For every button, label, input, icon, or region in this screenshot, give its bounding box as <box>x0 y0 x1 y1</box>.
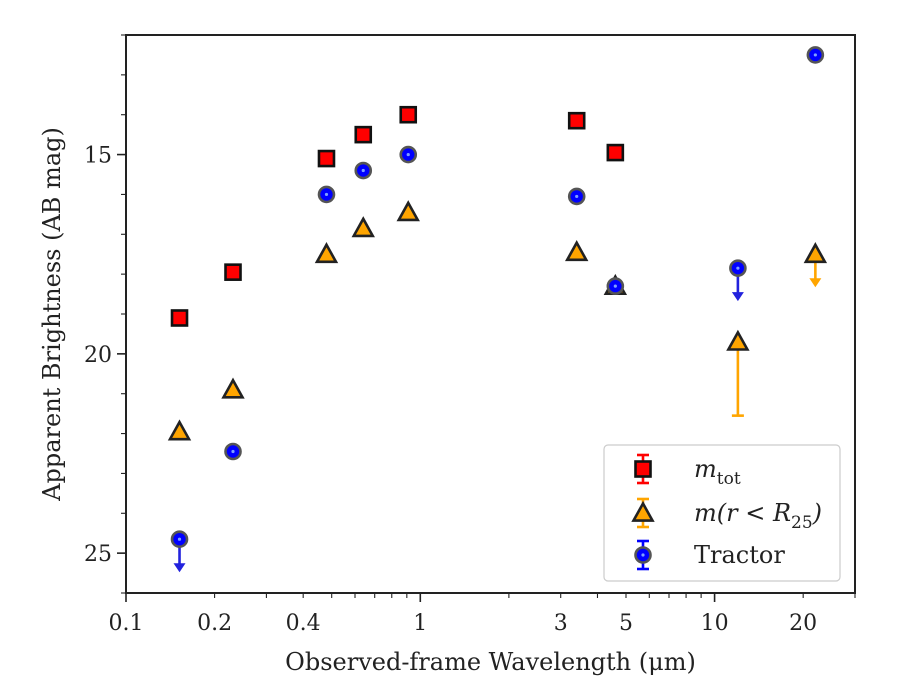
y-tick-label: 25 <box>84 542 112 567</box>
circle-marker-center <box>613 284 617 288</box>
data-points <box>167 46 828 548</box>
triangle-marker <box>167 419 192 441</box>
triangle-marker <box>314 242 339 264</box>
square-marker <box>317 149 336 168</box>
x-tick-label: 0.1 <box>109 611 144 636</box>
triangle-marker <box>351 216 375 238</box>
circle-marker-center <box>361 168 365 173</box>
x-tick-label: 0.2 <box>197 611 232 636</box>
x-tick-label: 1 <box>413 611 427 636</box>
square-marker <box>634 460 652 478</box>
legend: mtot m(r < R25) Tractor <box>603 444 841 582</box>
legend-box <box>603 444 841 582</box>
circle-marker-center <box>575 194 579 199</box>
triangle-marker <box>803 242 828 264</box>
square-marker <box>354 125 373 144</box>
circle-marker-center <box>231 449 235 454</box>
upper-limit-arrow-head <box>731 292 744 302</box>
square-marker <box>606 143 625 162</box>
x-tick-label: 0.4 <box>286 611 321 636</box>
x-axis-label: Observed-frame Wavelength (μm) <box>285 648 696 676</box>
y-tick-label: 15 <box>84 144 112 169</box>
triangle-marker <box>726 329 750 351</box>
x-tick-labels: 0.1 0.2 0.4 1 3 5 10 20 <box>109 611 818 636</box>
triangle-marker <box>221 377 245 399</box>
circle-marker-center <box>813 53 817 57</box>
circle-marker-center <box>324 192 329 197</box>
x-tick-label: 3 <box>554 611 568 636</box>
square-marker <box>399 105 418 124</box>
y-tick-label: 20 <box>84 343 112 368</box>
y-tick-labels: 15 20 25 <box>84 144 112 568</box>
x-tick-label: 10 <box>701 611 729 636</box>
y-axis-label: Apparent Brightness (AB mag) <box>38 127 66 502</box>
triangle-marker <box>631 500 655 522</box>
circle-marker-center <box>641 553 645 557</box>
circle-marker-center <box>736 266 740 270</box>
legend-label: mtot <box>694 455 741 489</box>
triangle-marker <box>564 240 589 262</box>
legend-label-tractor: Tractor <box>694 541 785 569</box>
square-marker <box>170 309 189 327</box>
circle-marker-center <box>177 537 182 541</box>
square-marker <box>567 111 586 130</box>
upper-limit-arrow-head <box>809 278 822 288</box>
circle-marker-center <box>406 152 410 157</box>
square-marker <box>224 263 242 281</box>
legend-label: m(r < R25) <box>694 499 822 533</box>
x-tick-label: 5 <box>619 611 633 636</box>
upper-limit-arrow-head <box>173 563 186 573</box>
triangle-marker <box>396 200 420 222</box>
plot-frame <box>125 34 856 594</box>
x-tick-label: 20 <box>789 611 817 636</box>
